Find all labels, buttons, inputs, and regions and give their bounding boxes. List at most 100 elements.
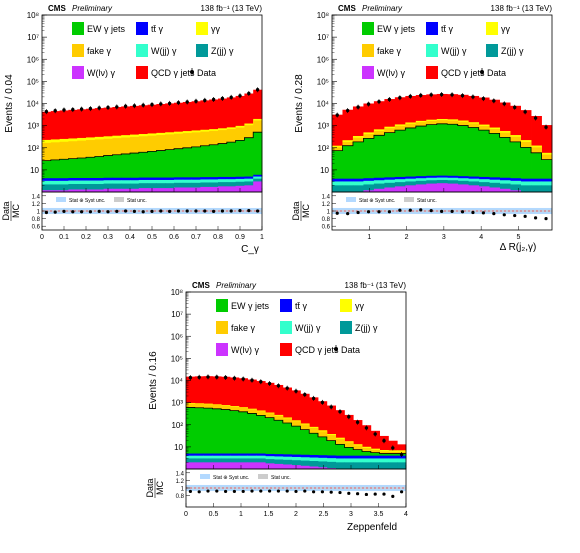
ratio-point — [197, 490, 201, 494]
data-point — [355, 420, 360, 424]
x-axis: 1 2 3 4 5 — [367, 188, 520, 241]
data-point — [294, 389, 298, 393]
ratio-point — [329, 490, 333, 494]
ratio-y-label-top: Data — [145, 478, 155, 497]
y-tick-label: 10⁸ — [27, 11, 39, 20]
x-tick-label: 0.5 — [209, 511, 219, 518]
bar-ew — [230, 410, 240, 469]
y-tick-label: 10² — [171, 421, 183, 430]
data-point — [513, 105, 517, 110]
bar-wlnu — [218, 186, 228, 192]
x-axis-label: Δ R(j₂,γ) — [500, 242, 537, 253]
bar-wlnu — [394, 186, 406, 192]
bar-zjj — [531, 185, 542, 192]
bar-ew — [478, 130, 490, 192]
data-point — [267, 381, 272, 386]
bar-wlnu — [300, 465, 310, 469]
bar-wlnu — [468, 185, 480, 192]
legend-label-fake: fake γ — [87, 46, 112, 56]
data-point — [335, 113, 339, 117]
bar-ew — [182, 147, 192, 192]
x-tick-label: 5 — [516, 234, 520, 241]
y-tick-label: 10⁴ — [317, 100, 330, 109]
data-point — [345, 108, 350, 113]
cms-label: CMS — [338, 4, 356, 13]
ratio-point — [356, 492, 360, 496]
bar-zjj — [373, 183, 385, 192]
y-tick-label: 10⁵ — [317, 77, 329, 86]
x-tick-label: 0.8 — [213, 234, 223, 241]
ratio-point — [502, 213, 506, 217]
x-tick-label: 2.5 — [319, 511, 329, 518]
bar-wlnu — [165, 188, 175, 192]
ratio-y-tick-label: 0.8 — [322, 217, 331, 223]
ratio-point — [106, 210, 110, 214]
legend-label-qcd: QCD γ jets — [441, 68, 485, 78]
legend-swatch-diphoton — [486, 22, 498, 35]
data-point — [460, 93, 465, 98]
y-tick-label: 10⁴ — [171, 377, 184, 386]
legend-label-ew: EW γ jets — [87, 24, 126, 34]
x-tick-label: 0.2 — [81, 234, 91, 241]
data-point — [329, 405, 333, 409]
x-tick-label: 2 — [294, 511, 298, 518]
x-tick-label: 3 — [349, 511, 353, 518]
bar-zjj — [68, 184, 78, 192]
x-tick-label: 1.5 — [264, 511, 274, 518]
ratio-point — [460, 210, 465, 214]
bar-wlnu — [226, 186, 236, 192]
ratio-y-tick-label: 0.8 — [176, 494, 185, 500]
y-tick-label: 10 — [30, 166, 39, 175]
ratio-y-tick-label: 1.4 — [32, 194, 41, 200]
bar-ew — [436, 123, 448, 192]
ratio-point — [544, 217, 548, 221]
data-point — [53, 109, 57, 113]
data-point — [429, 93, 433, 97]
ratio-point — [115, 209, 119, 213]
legend-label-wjj: W(jj) γ — [151, 46, 177, 56]
ratio-point — [285, 489, 289, 493]
data-point — [419, 93, 423, 98]
data-point — [250, 378, 254, 382]
bar-ew — [363, 138, 375, 192]
data-point — [141, 103, 145, 107]
bar-wlnu — [309, 466, 319, 469]
legend-label-wjj: W(jj) γ — [295, 323, 321, 333]
y-tick-label: 10³ — [27, 122, 39, 131]
legend-swatch-zjj — [196, 44, 208, 57]
data-point — [338, 409, 342, 414]
bar-wlnu — [247, 462, 257, 469]
legend-swatch-ew — [72, 22, 84, 35]
ratio-point — [356, 210, 360, 215]
bar-wlnu — [94, 189, 104, 192]
bar-zjj — [370, 462, 380, 469]
bar-zjj — [541, 185, 553, 192]
bar-ew — [165, 149, 175, 192]
x-axis: 0 0.5 1 1.5 2 2.5 3 3.5 4 — [184, 465, 408, 518]
bar-wlnu — [363, 190, 375, 192]
data-point — [185, 100, 189, 104]
ratio-point — [364, 492, 368, 497]
x-tick-label: 2 — [405, 234, 409, 241]
legend-swatch-qcd — [426, 66, 438, 79]
ratio-point — [408, 208, 412, 212]
ratio-point — [215, 489, 219, 493]
legend-swatch-qcd — [136, 66, 148, 79]
bar-ew — [103, 155, 113, 192]
cms-label: CMS — [192, 281, 210, 290]
bar-wlnu — [209, 186, 219, 192]
bar-ew — [291, 426, 301, 469]
data-point — [232, 376, 237, 380]
stacked-histogram — [42, 89, 263, 192]
ratio-point — [206, 489, 210, 493]
bar-ew — [59, 159, 69, 192]
data-point — [115, 105, 119, 109]
bar-ew — [186, 407, 196, 469]
data-point — [398, 95, 402, 100]
bar-ew — [415, 126, 427, 192]
bar-wlnu — [244, 185, 254, 192]
x-tick-label: 0.1 — [59, 234, 69, 241]
y-tick-label: 10² — [317, 144, 329, 153]
bar-zjj — [332, 185, 343, 192]
bar-zjj — [103, 183, 113, 192]
